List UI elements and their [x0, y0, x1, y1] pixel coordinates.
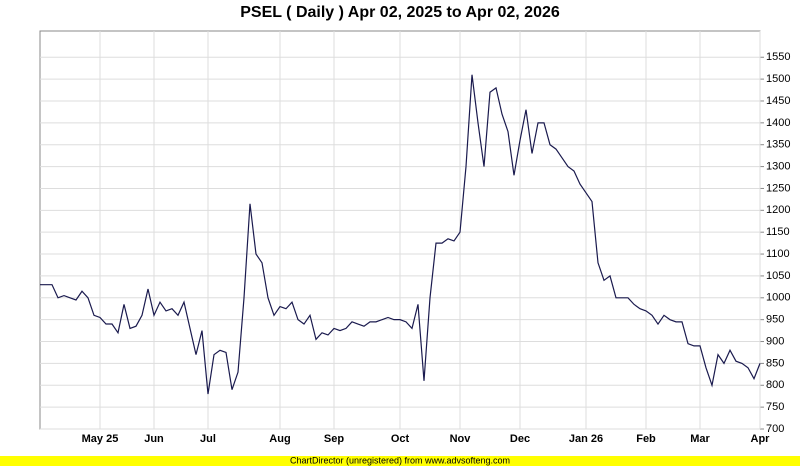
y-tick-label: 1250	[766, 182, 790, 194]
x-tick-label: Apr	[751, 433, 771, 445]
x-tick-label: Aug	[269, 433, 290, 445]
x-tick-label: Jul	[200, 433, 216, 445]
y-tick-label: 1300	[766, 160, 790, 172]
footer-bar	[0, 456, 800, 466]
y-tick-label: 1100	[766, 248, 790, 260]
x-tick-label: Dec	[510, 433, 530, 445]
x-tick-label: Jan 26	[569, 433, 603, 445]
y-tick-label: 1450	[766, 95, 790, 107]
y-tick-label: 800	[766, 379, 784, 391]
x-tick-label: Oct	[391, 433, 410, 445]
y-tick-label: 1150	[766, 226, 790, 238]
y-tick-label: 1000	[766, 292, 790, 304]
y-tick-label: 1400	[766, 117, 790, 129]
y-tick-label: 850	[766, 357, 784, 369]
chart-title: PSEL ( Daily ) Apr 02, 2025 to Apr 02, 2…	[240, 4, 560, 21]
y-tick-label: 1350	[766, 139, 790, 151]
y-tick-label: 700	[766, 423, 784, 435]
x-tick-label: Feb	[636, 433, 656, 445]
y-tick-label: 1050	[766, 270, 790, 282]
y-tick-label: 950	[766, 314, 784, 326]
x-tick-label: Jun	[144, 433, 164, 445]
footer: ChartDirector (unregistered) from www.ad…	[290, 455, 510, 465]
y-tick-label: 1200	[766, 204, 790, 216]
y-tick-label: 1550	[766, 51, 790, 63]
price-line	[40, 74, 761, 395]
x-tick-label: May 25	[82, 433, 119, 445]
y-tick-label: 900	[766, 335, 784, 347]
y-tick-label: 1500	[766, 73, 790, 85]
x-tick-label: Nov	[450, 433, 472, 445]
x-tick-label: Mar	[690, 433, 710, 445]
y-tick-label: 750	[766, 401, 784, 413]
x-tick-label: Sep	[324, 433, 344, 445]
